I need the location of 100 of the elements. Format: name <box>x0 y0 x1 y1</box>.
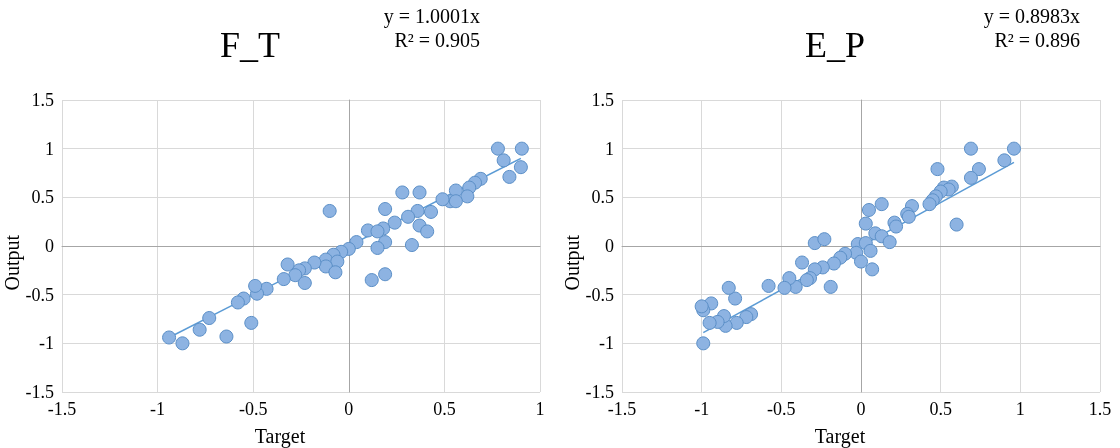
chart-title: F_T <box>220 25 281 65</box>
x-tick-label: -1 <box>694 399 710 419</box>
y-tick-label: 1.5 <box>591 90 614 110</box>
point <box>863 243 878 258</box>
point <box>202 311 217 326</box>
x-tick-label: 1 <box>1015 399 1025 419</box>
point <box>410 203 425 218</box>
point <box>826 256 841 271</box>
y-tick-label: -1 <box>39 333 54 354</box>
point <box>192 322 207 337</box>
point <box>696 336 711 351</box>
point <box>882 235 897 250</box>
x-tick-label: 0.5 <box>433 399 456 419</box>
point <box>694 299 709 314</box>
point <box>874 197 889 212</box>
point <box>728 291 743 306</box>
point <box>729 315 744 330</box>
point <box>230 295 245 310</box>
point <box>861 202 876 217</box>
point <box>244 315 259 330</box>
point <box>322 203 337 218</box>
point <box>922 197 937 212</box>
point <box>328 265 343 280</box>
point <box>435 192 450 207</box>
chart-title: E_P <box>805 25 866 65</box>
x-tick-label: -0.5 <box>238 399 268 419</box>
point <box>420 224 435 239</box>
x-axis-title: Target <box>254 425 306 448</box>
point <box>930 162 945 177</box>
y-tick-label: -0.5 <box>25 284 54 305</box>
y-tick-label: 0 <box>45 236 54 256</box>
point <box>448 194 463 209</box>
x-tick-label: -0.5 <box>767 399 796 419</box>
point <box>514 141 529 156</box>
y-tick-label: 1.5 <box>31 90 54 110</box>
y-tick-label: -0.5 <box>585 284 614 305</box>
point <box>858 216 873 231</box>
point <box>777 280 792 295</box>
point <box>307 255 322 270</box>
x-tick-label: 0.5 <box>929 399 952 419</box>
x-tick-label: 1 <box>535 399 545 419</box>
point <box>865 262 880 277</box>
point <box>370 240 385 255</box>
text: y = 1.0001x <box>383 5 480 28</box>
point <box>490 141 505 156</box>
x-axis-title: Target <box>814 425 866 448</box>
y-tick-label: 0 <box>605 236 614 256</box>
y-tick-label: 0.5 <box>31 187 54 208</box>
point <box>162 330 177 345</box>
point <box>702 315 717 330</box>
point <box>424 204 439 219</box>
text: R² = 0.896 <box>994 29 1080 51</box>
point <box>823 279 838 294</box>
point <box>412 185 427 200</box>
y-tick-label: 1 <box>45 138 54 159</box>
point <box>404 238 419 253</box>
x-tick-label: 1.5 <box>1088 399 1112 419</box>
point <box>513 160 528 175</box>
point <box>175 336 190 351</box>
point <box>219 329 234 344</box>
text: y = 0.8983x <box>983 5 1080 28</box>
point <box>276 272 291 287</box>
y-tick-label: 1 <box>605 138 614 159</box>
point <box>739 310 754 325</box>
point <box>889 219 904 234</box>
point <box>297 275 312 290</box>
point <box>395 185 410 200</box>
point <box>370 224 385 239</box>
point <box>963 170 978 185</box>
point <box>1006 141 1021 156</box>
point <box>248 278 263 293</box>
x-tick-label: -1 <box>150 399 166 419</box>
point <box>761 278 776 293</box>
text: R² = 0.905 <box>394 29 480 51</box>
point <box>963 141 978 156</box>
y-tick-label: -1.5 <box>25 382 54 402</box>
y-tick-label: 0.5 <box>591 187 614 208</box>
point <box>378 267 393 282</box>
point <box>721 280 736 295</box>
point <box>502 169 517 184</box>
point <box>364 273 379 288</box>
point <box>401 209 416 224</box>
point <box>971 162 986 177</box>
point <box>795 255 810 270</box>
point <box>378 202 393 217</box>
y-tick-label: -1.5 <box>585 382 614 402</box>
point <box>280 257 295 272</box>
y-axis-title: Output <box>561 234 584 291</box>
y-axis-title: Output <box>1 234 24 291</box>
y-tick-label: -1 <box>599 333 614 354</box>
point <box>817 232 832 247</box>
point <box>288 268 303 283</box>
x-tick-label: 0 <box>856 399 866 419</box>
point <box>997 153 1012 168</box>
point <box>799 273 814 288</box>
point <box>854 254 868 269</box>
point <box>496 153 511 168</box>
point <box>387 215 402 230</box>
point <box>949 217 964 232</box>
point <box>460 189 475 204</box>
